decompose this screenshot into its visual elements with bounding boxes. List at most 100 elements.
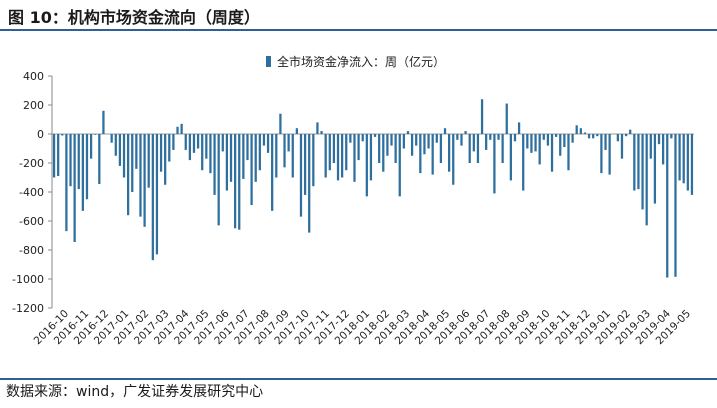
bar bbox=[312, 134, 315, 187]
bar bbox=[266, 134, 270, 153]
bar bbox=[139, 134, 142, 217]
bar bbox=[522, 134, 525, 191]
bar bbox=[517, 122, 521, 134]
bar bbox=[234, 134, 237, 229]
bar bbox=[670, 134, 673, 139]
bar bbox=[472, 134, 475, 152]
bar bbox=[176, 126, 179, 134]
bar bbox=[147, 134, 150, 188]
bar bbox=[406, 131, 410, 134]
bar bbox=[73, 134, 76, 243]
bar bbox=[373, 134, 377, 137]
bar bbox=[452, 134, 455, 185]
bar bbox=[579, 128, 582, 134]
bar bbox=[184, 134, 187, 150]
bar bbox=[246, 134, 249, 161]
bar bbox=[686, 134, 689, 191]
bar bbox=[493, 134, 496, 194]
title-rule bbox=[0, 29, 717, 31]
bar bbox=[201, 134, 204, 171]
bar bbox=[448, 134, 451, 172]
bar bbox=[682, 134, 685, 184]
bar bbox=[192, 134, 196, 153]
bar bbox=[546, 134, 550, 146]
bar bbox=[435, 134, 438, 143]
bar bbox=[505, 103, 508, 134]
bar bbox=[571, 134, 574, 143]
bar bbox=[262, 134, 266, 146]
bar bbox=[439, 134, 443, 163]
bar bbox=[657, 134, 661, 145]
bar bbox=[559, 134, 562, 156]
bar bbox=[135, 134, 138, 169]
bar bbox=[81, 134, 84, 211]
bar bbox=[89, 134, 93, 159]
bar bbox=[69, 134, 72, 187]
bar bbox=[575, 125, 578, 134]
bar bbox=[357, 134, 360, 161]
bar bbox=[283, 134, 286, 168]
bar bbox=[271, 134, 274, 211]
bar bbox=[464, 131, 467, 134]
bar bbox=[567, 134, 570, 171]
bar bbox=[217, 134, 220, 226]
y-tick-label: -600 bbox=[19, 215, 44, 228]
bar bbox=[509, 134, 512, 181]
bar bbox=[52, 134, 56, 178]
bar bbox=[188, 134, 191, 161]
bar bbox=[328, 134, 331, 171]
bar bbox=[596, 134, 599, 137]
bar bbox=[674, 134, 677, 277]
bar bbox=[641, 134, 644, 210]
bar bbox=[480, 99, 484, 134]
bar bbox=[77, 134, 80, 190]
bar bbox=[238, 134, 241, 230]
bar bbox=[303, 134, 307, 195]
bar bbox=[678, 134, 681, 181]
source-rule bbox=[0, 378, 717, 380]
bar bbox=[427, 134, 430, 149]
bar bbox=[620, 134, 624, 159]
bar bbox=[85, 134, 89, 200]
bar bbox=[497, 134, 500, 140]
bar bbox=[402, 134, 405, 149]
bar bbox=[423, 134, 426, 155]
bar bbox=[102, 110, 105, 134]
legend-swatch bbox=[266, 56, 271, 67]
bar bbox=[583, 132, 587, 134]
bar bbox=[600, 134, 603, 174]
bar bbox=[456, 134, 459, 140]
bar bbox=[122, 134, 126, 178]
bar bbox=[65, 134, 68, 232]
bar bbox=[624, 134, 628, 137]
bar bbox=[172, 134, 175, 150]
bar bbox=[131, 134, 134, 192]
bar bbox=[616, 134, 619, 142]
bar bbox=[159, 134, 163, 172]
bar bbox=[287, 134, 290, 152]
bar bbox=[279, 113, 282, 134]
bar bbox=[94, 134, 97, 135]
bar bbox=[485, 134, 488, 150]
bar bbox=[205, 134, 208, 159]
bar bbox=[180, 123, 183, 134]
bar bbox=[415, 134, 418, 146]
bar bbox=[501, 134, 504, 163]
bar bbox=[345, 134, 348, 171]
bar bbox=[229, 134, 233, 182]
bar bbox=[489, 134, 492, 140]
bar bbox=[365, 134, 368, 197]
bar bbox=[390, 134, 393, 146]
bar bbox=[431, 134, 434, 175]
y-tick-label: -200 bbox=[19, 157, 44, 170]
y-tick-label: 0 bbox=[37, 128, 44, 141]
bar bbox=[98, 134, 101, 185]
bar bbox=[61, 134, 64, 136]
bar bbox=[196, 134, 200, 149]
bar bbox=[513, 134, 517, 142]
y-tick-label: -1200 bbox=[12, 302, 44, 315]
bar bbox=[324, 134, 327, 178]
bar bbox=[604, 134, 607, 150]
bar bbox=[398, 134, 401, 197]
bar bbox=[633, 134, 636, 191]
